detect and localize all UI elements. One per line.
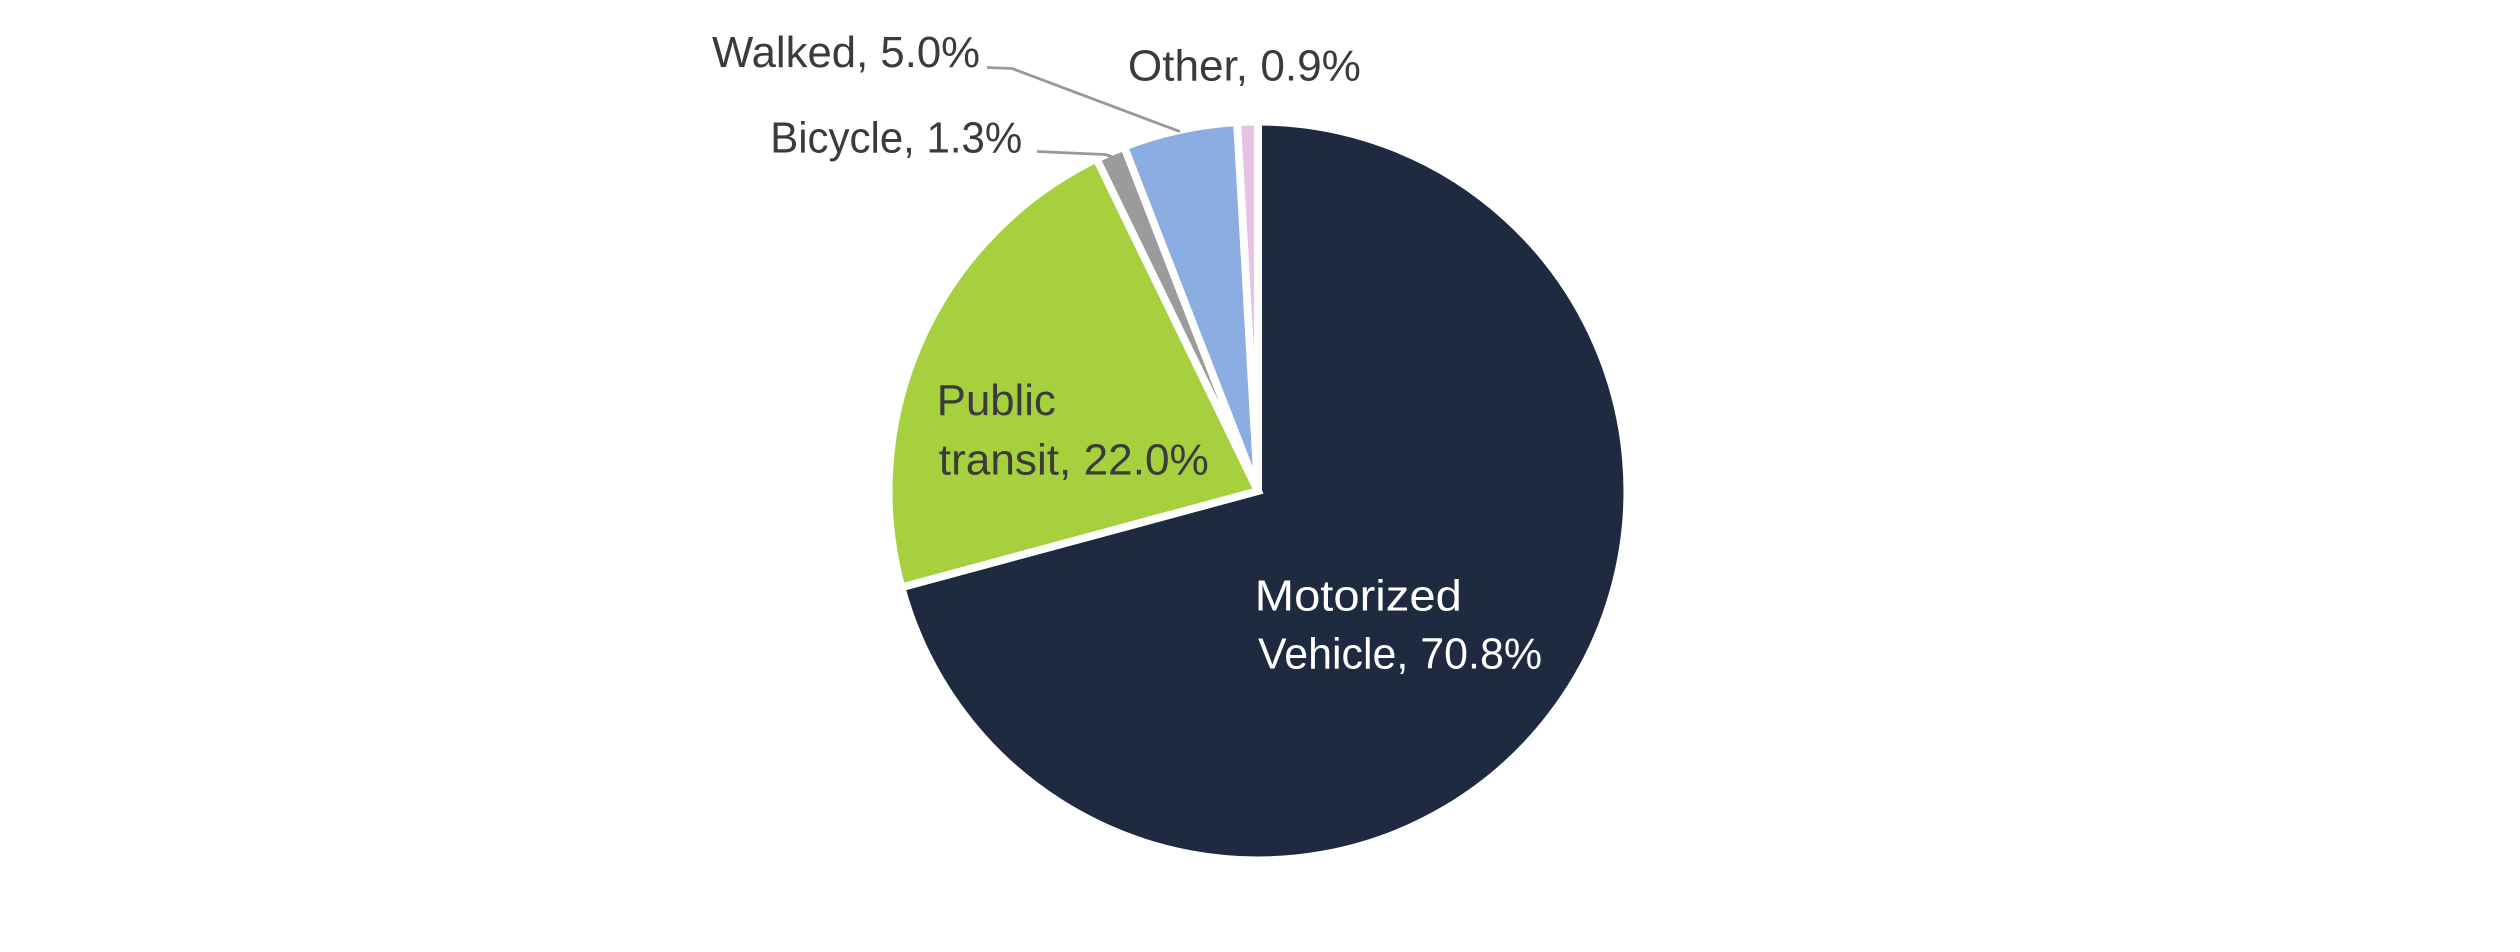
svg-text:Vehicle, 70.8%: Vehicle, 70.8% — [1258, 630, 1542, 679]
svg-text:Public: Public — [937, 376, 1056, 425]
svg-text:transit, 22.0%: transit, 22.0% — [939, 435, 1209, 484]
svg-text:Other, 0.9%: Other, 0.9% — [1128, 42, 1361, 91]
svg-text:Bicycle, 1.3%: Bicycle, 1.3% — [770, 113, 1022, 162]
svg-text:Walked, 5.0%: Walked, 5.0% — [712, 28, 980, 77]
svg-text:Motorized: Motorized — [1255, 571, 1462, 620]
